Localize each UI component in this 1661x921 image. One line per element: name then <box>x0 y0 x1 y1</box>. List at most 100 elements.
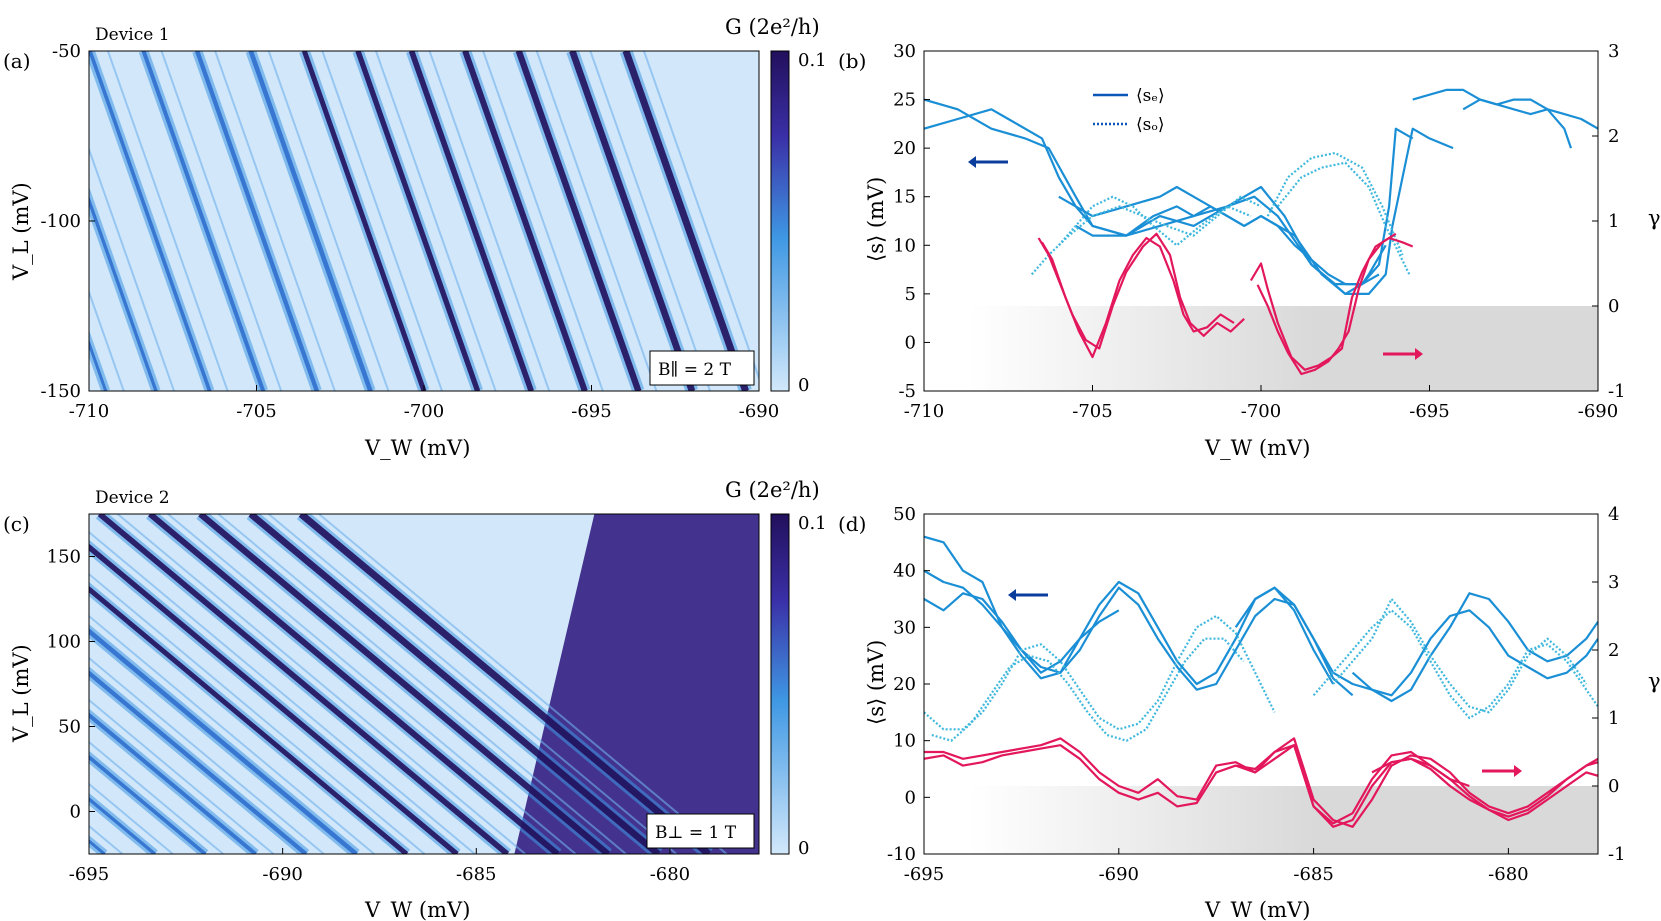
y-tick-label: 150 <box>47 547 81 568</box>
heatmap-resonance-line <box>89 754 207 854</box>
heatmap-secondary-line <box>267 51 390 391</box>
lineplot-b-axes: -710 -705 -700 -695 -690 -5 0 5 10 15 20 25 30 -1 0 1 2 3 <box>893 41 1625 422</box>
lineplot-d-area <box>924 535 1598 854</box>
heatmap-secondary-line <box>428 51 551 391</box>
panel-label-c: (c) <box>3 512 30 536</box>
y2-tick-label: 1 <box>1608 708 1619 729</box>
gamma-series-line <box>1235 744 1598 828</box>
y-tick-label: 50 <box>58 717 81 738</box>
y-tick-label: 30 <box>893 617 916 638</box>
colorbar-a-label: G (2e²/h) <box>725 15 820 39</box>
field-annotation-c: B⊥ = 1 T <box>655 823 737 843</box>
x-tick-label: -710 <box>904 401 944 422</box>
heatmap-c-ylabel: V_L (mV) <box>9 644 33 743</box>
heatmap-resonance-line <box>462 51 588 391</box>
so-series-line <box>1266 151 1404 256</box>
y2-tick-label: -1 <box>1608 844 1626 865</box>
lineplot-d-ylabel: ⟨s⟩ (mV) <box>864 640 888 725</box>
heatmap-secondary-line <box>107 51 229 391</box>
heatmap-secondary-line <box>214 51 336 391</box>
lineplot-d-xlabel: V_W (mV) <box>1204 898 1310 921</box>
heatmap-resonance-line <box>89 543 459 854</box>
panel-label-a: (a) <box>3 49 31 73</box>
heatmap-secondary-line <box>267 514 677 854</box>
heatmap-secondary-line <box>643 51 759 381</box>
colorbar-c-label: G (2e²/h) <box>725 478 820 502</box>
y-tick-label: 25 <box>893 90 916 111</box>
heatmap-a-axes: -710 -705 -700 -695 -690 -150 -100 -50 <box>41 41 780 422</box>
heatmap-secondary-line <box>318 514 728 854</box>
lineplot-d-y2label: γ <box>1648 669 1661 693</box>
heatmap-resonance-line <box>89 585 409 854</box>
se-series-line <box>1234 586 1598 697</box>
heatmap-c-frame <box>88 513 760 855</box>
heatmap-secondary-line <box>89 572 426 854</box>
so-series-line <box>1332 597 1588 714</box>
y-tick-label: -10 <box>887 844 916 865</box>
panel-b-lineplot: (b) -710 -705 -700 -695 -690-5051015202530-1… <box>838 41 1661 460</box>
se-series-line <box>1412 88 1598 130</box>
so-series-line <box>1312 609 1598 720</box>
arrow-right-head <box>1514 765 1522 777</box>
x-tick-label: -690 <box>1578 401 1618 422</box>
y-tick-label: -5 <box>898 381 916 402</box>
heatmap-secondary-line <box>89 782 174 854</box>
y-tick-label: 10 <box>893 731 916 752</box>
heatmap-resonance-line <box>569 51 696 391</box>
heatmap-secondary-line <box>89 289 125 391</box>
y-tick-label: 50 <box>893 504 916 525</box>
colorbar-c-min: 0 <box>798 838 809 859</box>
heatmap-a-xlabel: V_W (mV) <box>364 436 470 460</box>
y2-tick-label: 3 <box>1608 572 1619 593</box>
gamma-series-line <box>1371 757 1598 818</box>
se-series-line <box>924 108 1380 286</box>
heatmap-secondary-line <box>321 51 443 391</box>
y2-tick-label: 2 <box>1608 126 1619 147</box>
heatmap-secondary-line <box>89 614 375 854</box>
heatmap-c-field-box: B⊥ = 1 T <box>646 813 755 849</box>
heatmap-resonance-line <box>248 51 373 391</box>
heatmap-secondary-line <box>89 656 325 854</box>
heatmap-c-xlabel: V_W (mV) <box>364 898 470 921</box>
colorbar-a: 0.1 0 G (2e²/h) <box>725 15 827 396</box>
x-tick-label: -685 <box>1293 864 1333 885</box>
panel-a-heatmap: (a) Device 1 -710 -705 -700 -695 -690 -150 -10… <box>3 15 827 460</box>
heatmap-secondary-line <box>589 51 711 391</box>
field-annotation-a: B∥ = 2 T <box>658 360 732 380</box>
y-tick-label: -100 <box>41 211 81 232</box>
x-tick-label: -680 <box>650 864 690 885</box>
heatmap-secondary-line <box>375 51 497 391</box>
heatmap-secondary-line <box>160 51 283 391</box>
x-tick-label: -690 <box>1099 864 1139 885</box>
x-tick-label: -695 <box>69 864 109 885</box>
x-tick-label: -705 <box>236 401 276 422</box>
y2-tick-label: 2 <box>1608 640 1619 661</box>
heatmap-resonance-line <box>298 514 711 854</box>
x-tick-label: -700 <box>1241 401 1281 422</box>
heatmap-resonance-line <box>248 514 661 854</box>
heatmap-secondary-line <box>482 51 604 391</box>
y-tick-label: 0 <box>905 787 916 808</box>
se-series-line <box>1075 127 1454 295</box>
se-series-line <box>1351 592 1598 703</box>
so-series-line <box>1276 161 1411 275</box>
x-tick-label: -695 <box>571 401 611 422</box>
heatmap-c-area <box>89 514 759 854</box>
heatmap-resonance-line <box>195 51 319 391</box>
so-series-line <box>931 637 1245 742</box>
heatmap-resonance-line <box>89 51 212 391</box>
heatmap-a-field-box: B∥ = 2 T <box>649 350 755 386</box>
heatmap-secondary-line <box>89 146 175 391</box>
se-series-line <box>1058 127 1414 295</box>
x-tick-label: -700 <box>404 401 444 422</box>
heatmap-resonance-line <box>622 51 749 391</box>
panel-d-lineplot: (d) -695 -690 -685 -680-1001020304050-10123… <box>838 504 1661 921</box>
lineplot-b-ylabel: ⟨s⟩ (mV) <box>864 177 888 262</box>
gamma-series-line <box>1037 232 1245 350</box>
heatmap-secondary-line <box>89 530 476 854</box>
heatmap-a-area <box>89 51 759 391</box>
x-tick-label: -680 <box>1488 864 1528 885</box>
legend-se-label: ⟨sₑ⟩ <box>1136 86 1165 106</box>
x-tick-label: -695 <box>1409 401 1449 422</box>
